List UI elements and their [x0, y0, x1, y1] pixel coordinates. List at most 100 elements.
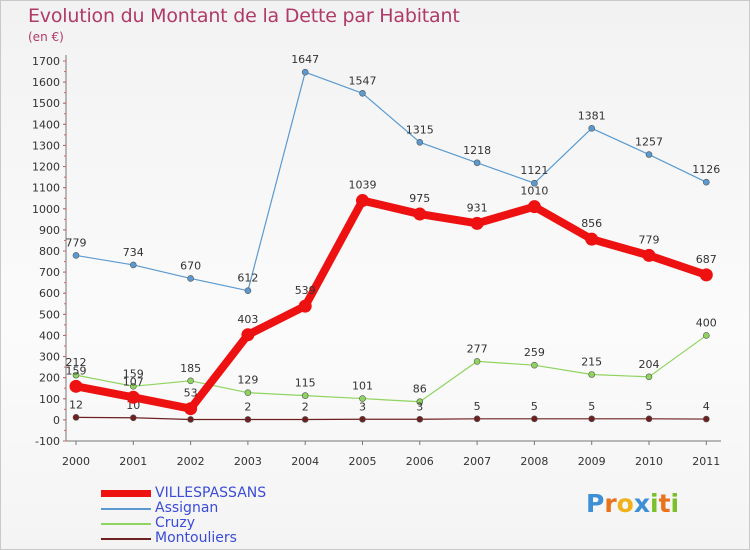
data-point-montouliers: [244, 416, 252, 423]
data-label-cruzy: 86: [413, 383, 427, 396]
proxiti-logo: Proxiti: [586, 489, 679, 518]
y-tick-label: 1200: [32, 161, 60, 174]
series-line-villespassans: [72, 196, 711, 413]
x-tick-label: 2006: [406, 455, 434, 468]
data-label-montouliers: 5: [646, 400, 653, 413]
x-tick-label: 2003: [234, 455, 262, 468]
data-label-assignan: 1126: [692, 163, 720, 176]
logo-letter: P: [586, 489, 605, 518]
data-label-cruzy: 400: [696, 316, 717, 329]
y-tick-label: 1300: [32, 139, 60, 152]
series-line-assignan: [75, 71, 707, 292]
y-tick-label: 1600: [32, 76, 60, 89]
data-label-assignan: 1315: [406, 123, 434, 136]
data-point-cruzy: [130, 383, 137, 390]
logo-letter: x: [633, 489, 650, 518]
legend-label: Cruzy: [155, 515, 196, 531]
x-tick-label: 2001: [119, 455, 147, 468]
data-label-villespassans: 159: [66, 364, 87, 377]
data-point-montouliers: [702, 415, 710, 423]
data-point-cruzy: [645, 373, 653, 381]
data-point-assignan: [473, 159, 481, 167]
data-point-villespassans: [184, 402, 198, 416]
data-label-cruzy: 204: [639, 358, 660, 371]
y-tick-label: 1000: [32, 203, 60, 216]
data-label-montouliers: 5: [474, 400, 481, 413]
data-point-montouliers: [531, 415, 538, 423]
legend-swatch: [101, 508, 151, 510]
data-point-cruzy: [702, 332, 710, 339]
data-label-montouliers: 2: [302, 400, 309, 413]
data-label-villespassans: 931: [467, 201, 488, 214]
data-label-villespassans: 687: [696, 253, 717, 266]
data-point-villespassans: [527, 200, 541, 214]
data-label-assignan: 1381: [578, 109, 606, 122]
data-point-assignan: [72, 252, 80, 259]
data-label-assignan: 670: [180, 259, 201, 272]
data-label-cruzy: 277: [467, 342, 488, 355]
data-point-villespassans: [126, 390, 140, 404]
y-tick-label: 800: [39, 245, 60, 258]
data-label-cruzy: 129: [237, 374, 258, 387]
logo-letter: i: [650, 489, 659, 518]
data-point-assignan: [416, 138, 424, 146]
data-point-villespassans: [470, 216, 484, 230]
y-tick-label: 300: [39, 351, 60, 364]
data-label-montouliers: 5: [588, 400, 595, 413]
data-point-villespassans: [413, 207, 427, 221]
y-tick-label: 200: [39, 372, 60, 385]
data-point-montouliers: [416, 415, 424, 423]
data-point-villespassans: [298, 299, 312, 313]
logo-letter: o: [616, 489, 634, 518]
data-label-cruzy: 101: [352, 380, 373, 393]
legend-label: Assignan: [155, 500, 219, 516]
data-label-assignan: 612: [237, 272, 258, 285]
data-point-montouliers: [473, 415, 481, 423]
y-tick-label: 400: [39, 329, 60, 342]
data-point-assignan: [588, 125, 596, 132]
data-point-villespassans: [642, 248, 656, 262]
data-label-montouliers: 5: [531, 400, 538, 413]
x-tick-label: 2008: [520, 455, 548, 468]
data-point-villespassans: [241, 328, 255, 342]
data-point-cruzy: [416, 398, 424, 406]
data-label-villespassans: 107: [123, 375, 144, 388]
data-label-villespassans: 975: [409, 192, 430, 205]
x-tick-label: 2007: [463, 455, 491, 468]
y-tick-label: 0: [53, 414, 60, 427]
data-label-montouliers: 3: [359, 400, 366, 413]
logo-letter: t: [658, 489, 671, 518]
data-point-assignan: [359, 90, 366, 97]
chart-subtitle: (en €): [28, 30, 64, 44]
legend-label: Montouliers: [155, 530, 237, 546]
data-point-assignan: [645, 151, 653, 158]
data-label-assignan: 734: [123, 246, 144, 259]
y-tick-label: 500: [39, 308, 60, 321]
data-point-montouliers: [301, 416, 309, 423]
data-label-assignan: 1647: [291, 53, 319, 66]
data-point-montouliers: [130, 414, 137, 422]
data-point-villespassans: [69, 379, 83, 393]
y-tick-label: 1100: [32, 182, 60, 195]
data-label-villespassans: 539: [295, 284, 316, 297]
data-label-montouliers: 3: [416, 400, 423, 413]
data-point-montouliers: [187, 416, 194, 423]
data-point-montouliers: [588, 415, 596, 423]
data-point-cruzy: [244, 389, 252, 396]
data-point-cruzy: [72, 371, 80, 379]
y-tick-label: 1500: [32, 97, 60, 110]
y-tick-label: -100: [35, 435, 60, 448]
data-label-cruzy: 212: [66, 356, 87, 369]
x-tick-label: 2010: [635, 455, 663, 468]
data-point-cruzy: [359, 395, 366, 402]
data-point-assignan: [301, 68, 309, 76]
data-point-montouliers: [645, 415, 653, 423]
x-tick-label: 2009: [578, 455, 606, 468]
legend-swatch: [101, 538, 151, 540]
data-point-assignan: [244, 287, 252, 294]
data-label-cruzy: 115: [295, 377, 316, 390]
data-point-villespassans: [699, 268, 713, 282]
y-tick-label: 900: [39, 224, 60, 237]
data-point-villespassans: [585, 232, 599, 246]
